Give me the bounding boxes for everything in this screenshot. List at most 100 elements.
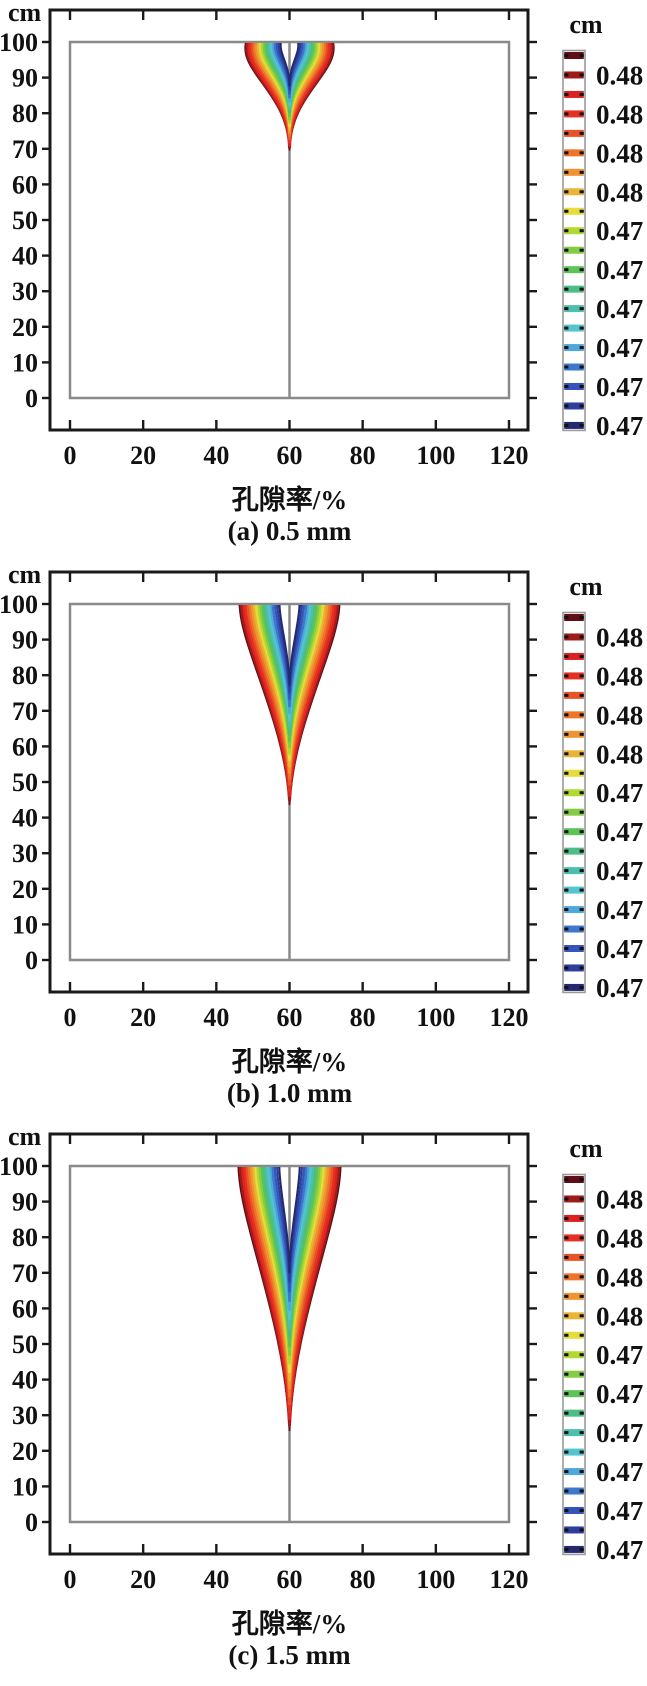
colorbar-band-tick (564, 131, 569, 135)
colorbar-band-tick (579, 1392, 584, 1396)
contour-line (252, 1166, 327, 1382)
colorbar-band-tick (579, 616, 584, 619)
colorbar: 0.48 0.48 0.48 0.48 0.47 0.47 0.47 0.47 0.47 0.47 (562, 49, 643, 441)
colorbar-band-tick (579, 248, 584, 252)
colorbar-band-tick (564, 112, 569, 116)
y-axis-tick-label: 70 (12, 697, 38, 726)
colorbar-band-tick (579, 1236, 584, 1240)
y-axis-tick-label: 90 (12, 626, 38, 655)
colorbar-tick-label: 0.47 (596, 1457, 643, 1487)
colorbar-tick-label: 0.48 (596, 700, 643, 730)
panel-a: 0 20 40 60 80 100 120 0 10 20 30 40 50 60 70 80 90 100 0.4… (0, 0, 647, 562)
x-axis-tick-label: 40 (203, 1565, 229, 1594)
colorbar-band (564, 188, 584, 196)
y-axis-tick-label: 40 (12, 242, 38, 271)
colorbar-band-tick (564, 229, 569, 233)
contour-line (249, 1166, 330, 1390)
panel-caption: (a) 0.5 mm (227, 516, 352, 546)
colorbar-band (564, 1448, 584, 1456)
colorbar-band-tick (579, 830, 584, 834)
x-axis-tick-label: 0 (64, 441, 77, 470)
y-axis-tick-label: 0 (25, 1508, 38, 1537)
contour-line (251, 42, 328, 141)
colorbar-tick-label: 0.47 (596, 255, 643, 285)
colorbar-band-tick (579, 1547, 584, 1551)
colorbar-band-tick (564, 73, 569, 77)
contour-line (278, 1166, 301, 1274)
contour-line (238, 1166, 341, 1427)
colorbar-band-tick (564, 635, 569, 639)
contour-line (256, 42, 323, 131)
contour-line (245, 1166, 334, 1406)
colorbar-band-tick (579, 927, 584, 931)
contour-line (249, 42, 330, 144)
colorbar-band-tick (579, 1275, 584, 1279)
colorbar-band-tick (564, 771, 569, 775)
colorbar-band-tick (564, 927, 569, 931)
colorbar-band-tick (579, 908, 584, 912)
colorbar-band (564, 421, 584, 429)
colorbar-band (564, 1312, 584, 1320)
x-axis-label: 孔隙率/% (231, 1047, 348, 1077)
colorbar-band (564, 633, 584, 641)
contour-line (274, 604, 305, 701)
colorbar-tick-label: 0.47 (596, 1379, 643, 1409)
colorbar-tick-label: 0.47 (596, 294, 643, 324)
colorbar-title: cm (569, 1134, 603, 1163)
x-axis-label: 孔隙率/% (231, 485, 348, 515)
colorbar-band (564, 1487, 584, 1495)
colorbar-band-tick (579, 190, 584, 194)
colorbar-band (564, 110, 584, 118)
colorbar-title: cm (569, 10, 603, 39)
colorbar-band-tick (564, 1314, 569, 1318)
contour-line (276, 1166, 303, 1283)
contour-line (258, 1166, 321, 1357)
y-axis-tick-label: 80 (12, 99, 38, 128)
colorbar-tick-label: 0.48 (596, 739, 643, 769)
y-axis-tick-label: 70 (12, 135, 38, 164)
colorbar-band (564, 90, 584, 98)
y-axis-tick-label: 10 (12, 910, 38, 939)
x-axis-tick-label: 20 (130, 1565, 156, 1594)
colorbar-band-tick (579, 966, 584, 970)
x-axis-tick-label: 120 (490, 441, 529, 470)
y-axis-tick-label: 10 (12, 348, 38, 377)
y-axis-tick-label: 100 (0, 1152, 38, 1181)
y-axis-unit-label: cm (8, 1122, 42, 1151)
contour-line (255, 604, 324, 762)
colorbar-band (564, 769, 584, 777)
colorbar-band-tick (564, 1255, 569, 1259)
colorbar-band-tick (564, 810, 569, 814)
colorbar-band-tick (564, 1411, 569, 1415)
colorbar-band-tick (564, 654, 569, 658)
colorbar-band-tick (564, 1236, 569, 1240)
colorbar-band (564, 828, 584, 836)
colorbar-band-tick (579, 732, 584, 736)
contour-line (256, 1166, 323, 1365)
x-axis-tick-label: 120 (490, 1565, 529, 1594)
y-axis-tick-label: 0 (25, 946, 38, 975)
colorbar-band-tick (579, 752, 584, 756)
colorbar-tick-label: 0.47 (596, 372, 643, 402)
colorbar-band-tick (564, 732, 569, 736)
colorbar-band (564, 207, 584, 215)
colorbar-band-tick (579, 674, 584, 678)
colorbar-band-tick (579, 131, 584, 135)
colorbar: 0.48 0.48 0.48 0.48 0.47 0.47 0.47 0.47 0.47 0.47 (562, 611, 643, 1003)
colorbar-band (564, 944, 584, 952)
contour-line (279, 42, 300, 87)
y-axis-tick-label: 30 (12, 839, 38, 868)
colorbar-band-tick (579, 170, 584, 174)
x-axis-tick-label: 0 (64, 1003, 77, 1032)
contour-line (277, 42, 302, 91)
contour-line (255, 42, 324, 135)
colorbar-band-tick (579, 423, 584, 427)
colorbar-band (564, 1429, 584, 1437)
contour-line (244, 42, 335, 151)
colorbar-band (564, 305, 584, 313)
contour-line (262, 1166, 317, 1339)
colorbar-band (564, 906, 584, 914)
colorbar-band-tick (579, 946, 584, 950)
contour-line (276, 604, 303, 694)
